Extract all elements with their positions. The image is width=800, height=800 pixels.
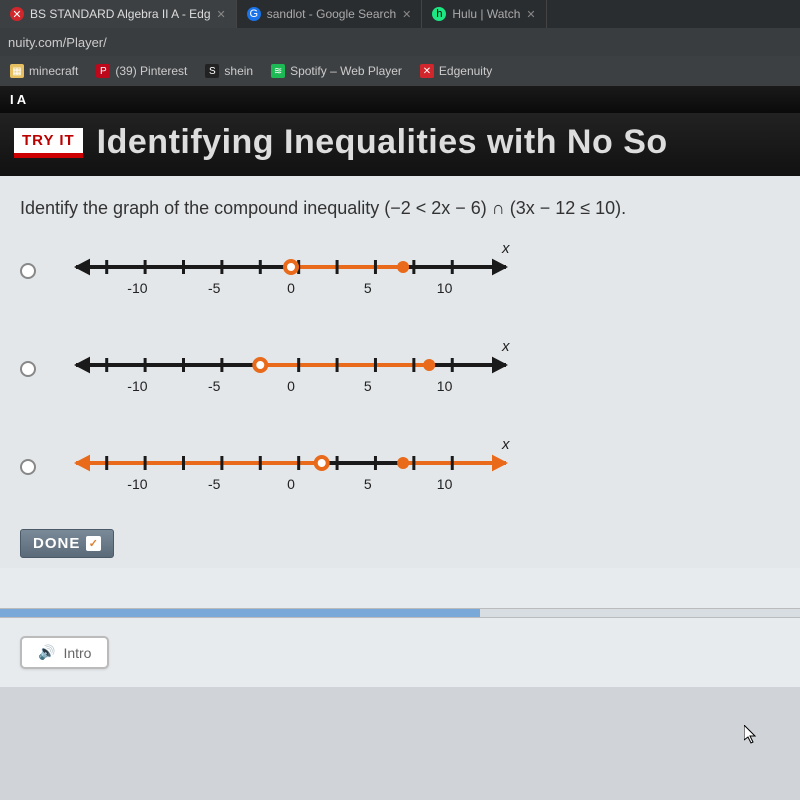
svg-text:10: 10 bbox=[437, 280, 453, 296]
number-line: -10 -5 0 5 10 x bbox=[56, 335, 526, 403]
svg-text:x: x bbox=[501, 436, 510, 453]
tryit-label: TRY IT bbox=[22, 132, 75, 149]
option-row[interactable]: -10 -5 0 5 10 x bbox=[20, 433, 784, 501]
bookmark-icon: ✕ bbox=[420, 64, 434, 78]
number-line: -10 -5 0 5 10 x bbox=[56, 237, 526, 305]
numline-wrap: -10 -5 0 5 10 x bbox=[56, 335, 784, 403]
numline-wrap: -10 -5 0 5 10 x bbox=[56, 433, 784, 501]
numline-wrap: -10 -5 0 5 10 x bbox=[56, 237, 784, 305]
tab-favicon-icon: G bbox=[247, 7, 261, 21]
svg-text:5: 5 bbox=[364, 378, 372, 394]
intro-label: Intro bbox=[63, 645, 91, 661]
question-area: Identify the graph of the compound inequ… bbox=[0, 176, 800, 568]
tab-close-icon[interactable]: ✕ bbox=[526, 8, 535, 21]
option-row[interactable]: -10 -5 0 5 10 x bbox=[20, 237, 784, 305]
svg-text:-5: -5 bbox=[208, 280, 221, 296]
svg-text:10: 10 bbox=[437, 378, 453, 394]
browser-tab[interactable]: G sandlot - Google Search ✕ bbox=[237, 0, 423, 28]
bookmark-label: minecraft bbox=[29, 64, 78, 78]
radio-button[interactable] bbox=[20, 361, 36, 377]
bookmark-item[interactable]: P (39) Pinterest bbox=[96, 64, 187, 78]
tab-favicon-icon: ✕ bbox=[10, 7, 24, 21]
radio-button[interactable] bbox=[20, 263, 36, 279]
address-url: nuity.com/Player/ bbox=[8, 35, 107, 50]
tab-label: BS STANDARD Algebra II A - Edg bbox=[30, 7, 211, 21]
radio-button[interactable] bbox=[20, 459, 36, 475]
svg-text:5: 5 bbox=[364, 280, 372, 296]
bookmark-label: Spotify – Web Player bbox=[290, 64, 402, 78]
svg-text:0: 0 bbox=[287, 476, 295, 492]
course-header: I A bbox=[0, 86, 800, 113]
bookmarks-bar: ▦ minecraft P (39) Pinterest Sshein ≋ Spotify … bbox=[0, 56, 800, 86]
bookmark-icon: P bbox=[96, 64, 110, 78]
mouse-cursor-icon bbox=[744, 725, 760, 750]
bookmark-label: shein bbox=[224, 64, 253, 78]
footer-buttons: 🔊 Intro bbox=[0, 618, 800, 687]
bookmark-item[interactable]: ≋ Spotify – Web Player bbox=[271, 64, 402, 78]
tab-close-icon[interactable]: ✕ bbox=[402, 8, 411, 21]
svg-text:x: x bbox=[501, 338, 510, 355]
course-label: I A bbox=[10, 92, 26, 107]
svg-text:0: 0 bbox=[287, 378, 295, 394]
bookmark-icon: S bbox=[205, 64, 219, 78]
bookmark-item[interactable]: Sshein bbox=[205, 64, 253, 78]
bookmark-icon: ▦ bbox=[10, 64, 24, 78]
bookmark-item[interactable]: ✕ Edgenuity bbox=[420, 64, 492, 78]
svg-text:-5: -5 bbox=[208, 378, 221, 394]
tab-close-icon[interactable]: ✕ bbox=[217, 8, 226, 21]
svg-text:10: 10 bbox=[437, 476, 453, 492]
tab-label: Hulu | Watch bbox=[452, 7, 520, 21]
done-button[interactable]: DONE ✓ bbox=[20, 529, 114, 558]
tryit-badge: TRY IT bbox=[14, 128, 83, 158]
svg-text:0: 0 bbox=[287, 280, 295, 296]
banner-title: Identifying Inequalities with No So bbox=[97, 123, 668, 162]
svg-text:-5: -5 bbox=[208, 476, 221, 492]
option-row[interactable]: -10 -5 0 5 10 x bbox=[20, 335, 784, 403]
svg-text:x: x bbox=[501, 240, 510, 257]
tab-label: sandlot - Google Search bbox=[267, 7, 396, 21]
number-line: -10 -5 0 5 10 x bbox=[56, 433, 526, 501]
bookmark-icon: ≋ bbox=[271, 64, 285, 78]
bookmark-item[interactable]: ▦ minecraft bbox=[10, 64, 78, 78]
audio-icon: 🔊 bbox=[38, 644, 55, 661]
progress-bar[interactable] bbox=[0, 608, 800, 618]
svg-text:-10: -10 bbox=[127, 378, 147, 394]
lower-panel: 🔊 Intro bbox=[0, 568, 800, 687]
intro-button[interactable]: 🔊 Intro bbox=[20, 636, 109, 669]
svg-text:-10: -10 bbox=[127, 476, 147, 492]
done-label: DONE bbox=[33, 535, 80, 552]
lesson-banner: TRY IT Identifying Inequalities with No … bbox=[0, 113, 800, 176]
address-bar[interactable]: nuity.com/Player/ bbox=[0, 28, 800, 56]
done-check-icon: ✓ bbox=[86, 536, 101, 551]
svg-text:5: 5 bbox=[364, 476, 372, 492]
browser-tabs: ✕ BS STANDARD Algebra II A - Edg ✕G sand… bbox=[0, 0, 800, 28]
browser-tab[interactable]: h Hulu | Watch ✕ bbox=[422, 0, 546, 28]
bookmark-label: Edgenuity bbox=[439, 64, 492, 78]
bookmark-label: (39) Pinterest bbox=[115, 64, 187, 78]
question-text: Identify the graph of the compound inequ… bbox=[20, 198, 784, 219]
tab-favicon-icon: h bbox=[432, 7, 446, 21]
svg-text:-10: -10 bbox=[127, 280, 147, 296]
browser-tab[interactable]: ✕ BS STANDARD Algebra II A - Edg ✕ bbox=[0, 0, 237, 28]
options-list: -10 -5 0 5 10 x -10 -5 0 5 10 x -10 -5 0 5 10 x bbox=[20, 237, 784, 501]
